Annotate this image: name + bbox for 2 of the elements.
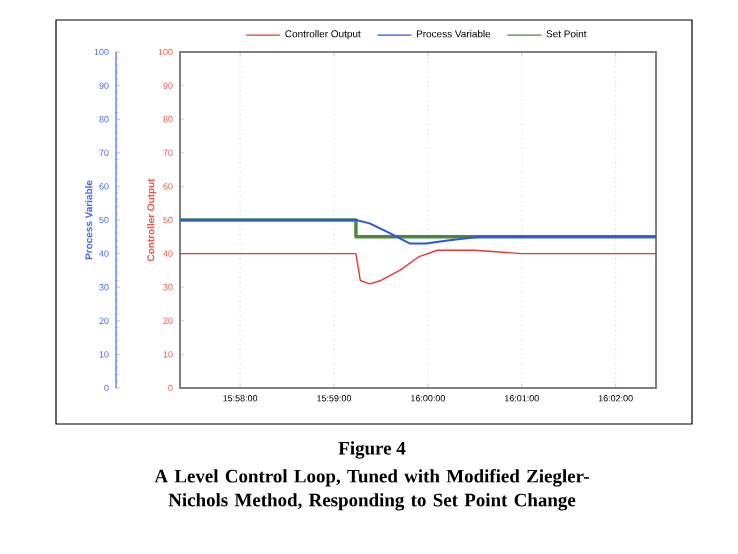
text: Figure 4	[338, 441, 406, 459]
text: A Level Control Loop, Tuned with Modified Ziegler-Nichols Method, Responding to Set Point Change	[154, 469, 589, 511]
